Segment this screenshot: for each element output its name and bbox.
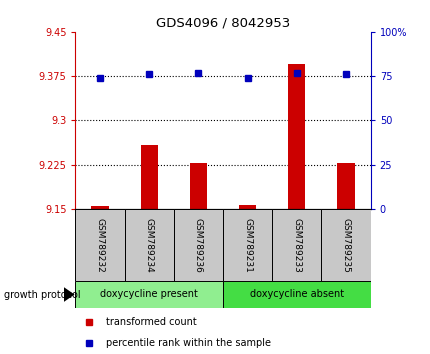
Bar (223, 281, 370, 308)
Text: percentile rank within the sample: percentile rank within the sample (106, 338, 271, 348)
Text: GSM789235: GSM789235 (341, 218, 350, 273)
Text: growth protocol: growth protocol (4, 290, 81, 299)
Bar (239, 205, 256, 209)
Bar (173, 209, 223, 281)
Bar (124, 209, 173, 281)
Polygon shape (64, 287, 74, 302)
Text: GSM789231: GSM789231 (243, 218, 252, 273)
Title: GDS4096 / 8042953: GDS4096 / 8042953 (156, 16, 289, 29)
Bar (75, 281, 223, 308)
Bar (189, 163, 206, 209)
Bar (91, 206, 108, 209)
Text: GSM789234: GSM789234 (144, 218, 154, 273)
Bar (321, 209, 370, 281)
Text: GSM789236: GSM789236 (194, 218, 203, 273)
Bar (272, 209, 321, 281)
Bar (223, 209, 272, 281)
Text: transformed count: transformed count (106, 317, 197, 327)
Bar (288, 64, 305, 209)
Text: doxycycline absent: doxycycline absent (249, 289, 343, 299)
Text: doxycycline present: doxycycline present (100, 289, 198, 299)
Bar (140, 145, 157, 209)
Text: GSM789233: GSM789233 (292, 218, 301, 273)
Bar (337, 163, 354, 209)
Text: GSM789232: GSM789232 (95, 218, 104, 273)
Bar (75, 209, 124, 281)
